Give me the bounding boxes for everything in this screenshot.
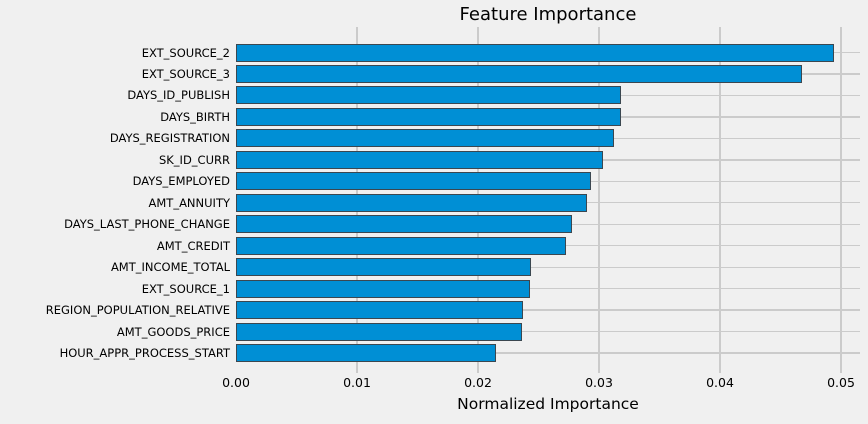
y-gridline (236, 287, 860, 290)
bar-amt_annuity (236, 193, 587, 212)
bar-hour_appr_process_start (236, 344, 497, 363)
bar-days_birth (236, 107, 621, 126)
x-gridline-0.04 (719, 27, 721, 373)
y-tick-label-ext_source_2: EXT_SOURCE_2 (141, 45, 230, 60)
bar-amt_income_total (236, 258, 532, 277)
bar-region_population_relative (236, 301, 523, 320)
x-gridline-0.03 (598, 27, 600, 373)
y-gridline (236, 330, 860, 333)
y-tick-label-amt_credit: AMT_CREDIT (156, 238, 230, 253)
y-tick-label-days_employed: DAYS_EMPLOYED (132, 174, 230, 189)
bar-sk_id_curr (236, 150, 603, 169)
y-tick-label-hour_appr_process_start: HOUR_APPR_PROCESS_START (59, 346, 230, 361)
y-tick-label-sk_id_curr: SK_ID_CURR (158, 152, 230, 167)
y-tick-label-amt_goods_price: AMT_GOODS_PRICE (116, 324, 230, 339)
chart-title: Feature Importance (459, 4, 637, 25)
x-axis-label: Normalized Importance (457, 395, 639, 413)
y-tick-label-ext_source_3: EXT_SOURCE_3 (141, 66, 230, 81)
x-tick-label-0.02: 0.02 (464, 375, 492, 390)
bar-days_last_phone_change (236, 215, 573, 234)
x-gridline-0.05 (840, 27, 842, 373)
bar-amt_goods_price (236, 322, 522, 341)
x-tick-label-0.00: 0.00 (222, 375, 250, 390)
y-tick-label-amt_income_total: AMT_INCOME_TOTAL (110, 260, 230, 275)
x-tick-label-0.05: 0.05 (827, 375, 855, 390)
y-tick-label-days_id_publish: DAYS_ID_PUBLISH (127, 88, 230, 103)
y-tick-label-amt_annuity: AMT_ANNUITY (148, 195, 231, 210)
y-gridline (236, 266, 860, 268)
bar-ext_source_2 (236, 43, 834, 62)
y-tick-label-days_registration: DAYS_REGISTRATION (109, 131, 230, 146)
y-tick-label-region_population_relative: REGION_POPULATION_RELATIVE (45, 303, 230, 318)
y-gridline (236, 309, 860, 311)
x-tick-label-0.04: 0.04 (706, 375, 734, 390)
plot-area (236, 27, 860, 373)
y-tick-label-days_birth: DAYS_BIRTH (160, 109, 230, 124)
bar-days_id_publish (236, 86, 621, 105)
x-tick-label-0.03: 0.03 (585, 375, 613, 390)
bar-ext_source_3 (236, 64, 803, 83)
y-gridline (236, 352, 860, 354)
x-tick-label-0.01: 0.01 (343, 375, 371, 390)
bar-days_employed (236, 172, 591, 191)
bar-amt_credit (236, 236, 567, 255)
bar-days_registration (236, 129, 614, 148)
y-tick-label-days_last_phone_change: DAYS_LAST_PHONE_CHANGE (64, 217, 230, 232)
bar-ext_source_1 (236, 279, 531, 298)
y-tick-label-ext_source_1: EXT_SOURCE_1 (141, 281, 230, 296)
